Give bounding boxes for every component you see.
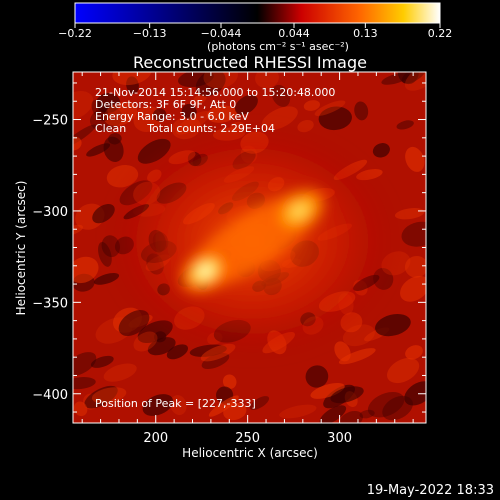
texture-blob [405,146,425,172]
texture-blob [112,72,152,86]
y-tick-label: −300 [32,205,68,220]
texture-blob [152,108,167,122]
texture-blob [234,94,258,115]
colorbar [75,3,440,23]
colorbar-tick-label: 0.13 [353,27,378,40]
texture-blob [319,405,347,423]
texture-blob [394,208,425,220]
texture-blob [401,221,426,247]
texture-blob [73,91,94,121]
texture-blob [405,345,423,360]
colorbar-tick-label: 0.044 [278,27,310,40]
texture-blob [142,394,174,416]
x-tick-label: 200 [143,431,168,446]
texture-blob [103,101,138,127]
texture-blob [96,92,121,114]
texture-blob [73,136,82,151]
texture-blob [375,314,411,337]
texture-blob [314,100,346,116]
chart-title: Reconstructed RHESSI Image [133,53,367,72]
texture-blob [91,99,109,122]
texture-blob [310,382,345,399]
texture-blob [222,374,237,389]
texture-blob [396,120,414,130]
texture-blob [203,72,238,89]
axes: 200 250 300 −250 −300 −350 −400 [32,72,426,446]
texture-blob [305,365,329,388]
colorbar-tick-label: −0.22 [58,27,92,40]
texture-blob [178,72,214,88]
texture-blob [84,385,118,409]
texture-blob [208,395,239,417]
texture-blob [249,396,270,410]
texture-blob [73,352,97,376]
texture-blob [271,84,291,107]
colorbar-tick-label: −0.044 [201,27,242,40]
texture-blob [73,377,96,390]
colorbar-ticks: −0.22 −0.13 −0.044 0.044 0.13 0.22 [58,23,452,40]
texture-blob [89,106,123,132]
texture-blob [382,395,413,421]
texture-blob [255,72,279,89]
annotation-clean-counts: Clean Total counts: 2.29E+04 [95,122,275,135]
texture-blob [126,76,139,94]
texture-blob [338,348,376,365]
colorbar-tick-label: 0.22 [428,27,453,40]
texture-blob [73,124,97,148]
texture-blob [303,100,321,111]
texture-blob [404,255,426,278]
x-axis-label: Heliocentric X (arcsec) [182,446,318,460]
texture-blob [367,391,405,418]
texture-blob [176,111,210,135]
texture-blob [318,106,352,131]
texture-blob [372,143,390,158]
annotation-time-range: 21-Nov-2014 15:14:56.000 to 15:20:48.000 [95,86,335,99]
footer-date: 19-May-2022 18:33 [367,483,494,498]
colorbar-tick-label: −0.13 [133,27,167,40]
texture-blob [359,409,375,419]
x-tick-label: 300 [327,431,352,446]
texture-blob [386,357,420,384]
colorbar-unit-label: (photons cm⁻² s⁻¹ asec⁻²) [207,40,349,53]
texture-blob [73,401,88,417]
peak-position-label: Position of Peak = [227,-333] [95,397,256,410]
texture-blob [103,136,124,163]
texture-blob [73,256,99,284]
secondary-source [268,184,331,238]
texture-blob [147,337,176,356]
texture-blob [193,93,207,105]
texture-blob [279,404,317,419]
y-tick-label: −350 [32,296,68,311]
peak-source [175,245,235,297]
texture-blob [133,331,158,352]
texture-blob [354,101,369,121]
texture-blob [206,105,237,123]
texture-blob [91,387,127,404]
texture-blob [404,72,426,91]
colorbar-frame [74,2,441,24]
texture-blob [400,275,426,302]
texture-blob [170,395,187,416]
texture-blob [339,410,363,423]
emission-sources [102,121,403,362]
image-area [73,72,426,423]
y-axis-label: Heliocentric Y (arcsec) [14,181,28,316]
texture-blob [90,355,114,368]
texture-blob [330,386,364,404]
annotation-energy-range: Energy Range: 3.0 - 6.0 keV [95,110,249,123]
x-tick-label: 250 [235,431,260,446]
texture-blob [401,72,426,84]
y-tick-label: −400 [32,388,68,403]
texture-blob [166,344,189,360]
annotation-detectors: Detectors: 3F 6F 9F, Att 0 [95,98,236,111]
texture-blob [181,103,197,120]
y-tick-label: −250 [32,114,68,129]
texture-blob [73,224,83,236]
texture-blob [103,363,137,382]
